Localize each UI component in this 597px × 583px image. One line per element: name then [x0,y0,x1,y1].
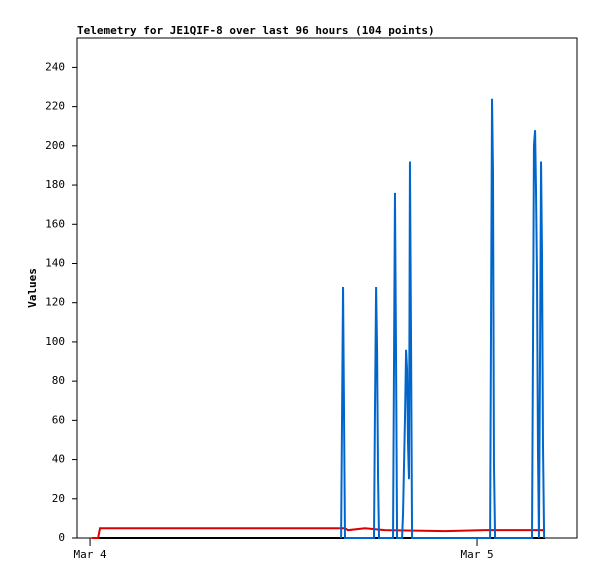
y-tick-label: 60 [52,413,65,426]
y-tick-label: 0 [58,531,65,544]
y-tick-label: 240 [45,60,65,73]
chart-title: Telemetry for JE1QIF-8 over last 96 hour… [77,24,435,37]
y-tick-label: 200 [45,139,65,152]
y-axis-label: Values [26,268,39,308]
x-tick-label: Mar 5 [460,548,493,561]
y-tick-label: 180 [45,178,65,191]
y-tick-label: 140 [45,256,65,269]
y-tick-label: 80 [52,374,65,387]
y-tick-label: 160 [45,217,65,230]
series-line [91,527,546,539]
y-tick-label: 220 [45,100,65,113]
y-tick-label: 100 [45,335,65,348]
series-line [340,98,546,539]
plot-frame [76,37,578,539]
x-tick-label: Mar 4 [73,548,106,561]
y-tick-label: 40 [52,453,65,466]
y-tick-label: 20 [52,492,65,505]
y-tick-label: 120 [45,296,65,309]
